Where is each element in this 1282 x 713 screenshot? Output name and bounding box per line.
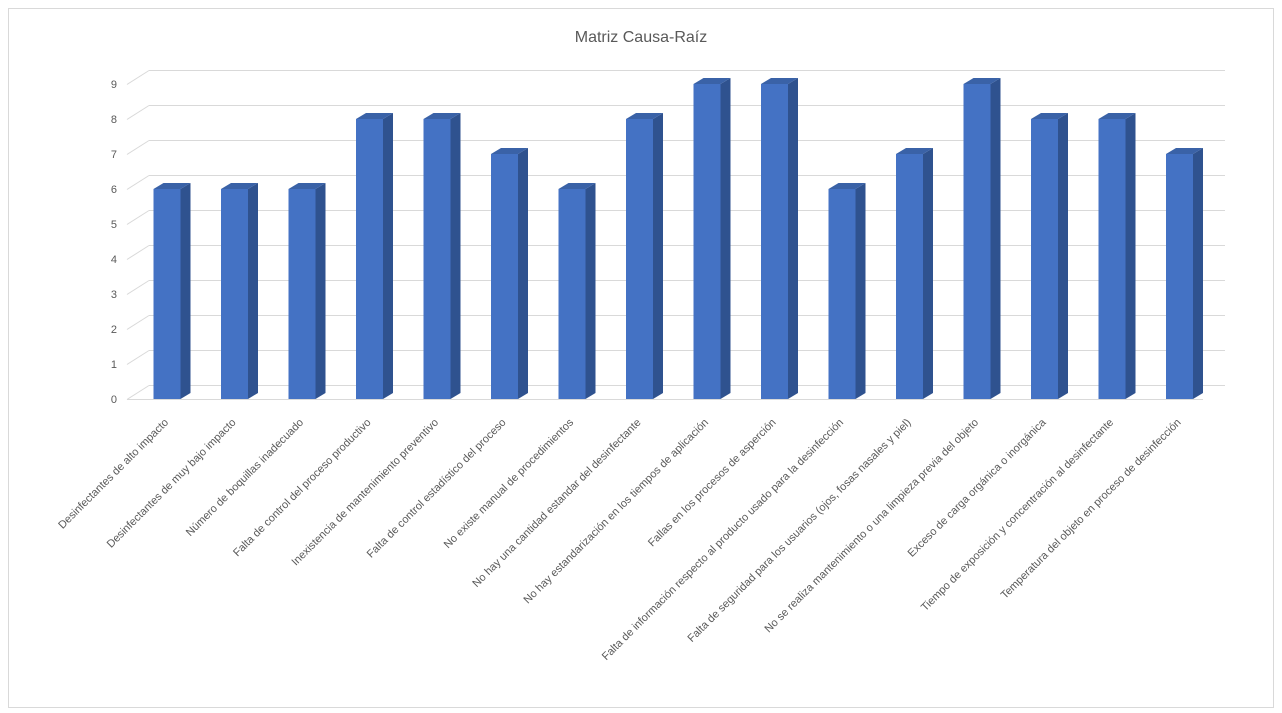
category-label: Inexistencia de mantenimiento preventivo [290, 417, 442, 569]
bar [356, 113, 393, 399]
bars [153, 78, 1203, 399]
y-tick-label: 6 [111, 184, 117, 196]
bar [491, 148, 528, 399]
gridline-side [126, 105, 150, 120]
y-tick-label: 9 [111, 79, 117, 91]
category-label: Desinfectantes de alto impacto [56, 417, 171, 532]
bar [761, 78, 798, 399]
y-axis-ticks: 0 1 2 3 4 5 6 7 8 9 [111, 79, 117, 406]
gridline-side [126, 175, 150, 190]
bar [153, 183, 191, 399]
gridline-side [126, 350, 150, 365]
category-label: Exceso de carga orgánica o inorgánica [906, 416, 1050, 560]
bar [288, 183, 326, 399]
bar [1098, 113, 1136, 399]
gridline-side [126, 210, 150, 225]
category-labels: Desinfectantes de alto impactoDesinfecta… [56, 416, 1183, 663]
gridline-side [126, 385, 150, 400]
bar [693, 78, 731, 399]
y-tick-label: 7 [111, 149, 117, 161]
gridline-side [126, 70, 150, 85]
bar [828, 183, 866, 399]
bar [626, 113, 663, 399]
y-tick-label: 0 [111, 394, 117, 406]
gridline-side [126, 280, 150, 295]
y-tick-label: 5 [111, 219, 117, 231]
y-tick-label: 4 [111, 254, 117, 266]
gridline-side [126, 140, 150, 155]
category-label: Falta de seguridad para los usuarios (oj… [685, 417, 913, 645]
bar [896, 148, 933, 399]
category-label: Número de boquillas inadecuado [184, 417, 306, 539]
y-tick-label: 3 [111, 289, 117, 301]
bar [558, 183, 596, 399]
bar [1166, 148, 1203, 399]
category-label: Falta de control estadístico del proceso [365, 417, 509, 561]
y-tick-label: 8 [111, 114, 117, 126]
bar [423, 113, 461, 399]
bar [1031, 113, 1068, 399]
chart-title: Matriz Causa-Raíz [575, 29, 707, 46]
category-label: Desinfectantes de muy bajo impacto [105, 417, 239, 551]
category-label: Falta de información respecto al product… [600, 417, 846, 663]
gridline-side [126, 245, 150, 260]
y-tick-label: 1 [111, 359, 117, 371]
bar [963, 78, 1001, 399]
gridline-side [126, 315, 150, 330]
y-tick-label: 2 [111, 324, 117, 336]
category-label: Fallas en los procesos de asperción [646, 417, 779, 550]
category-label: Falta de control del proceso productivo [231, 417, 374, 560]
category-label: No existe manual de procedimientos [442, 416, 577, 551]
bar [221, 183, 258, 399]
